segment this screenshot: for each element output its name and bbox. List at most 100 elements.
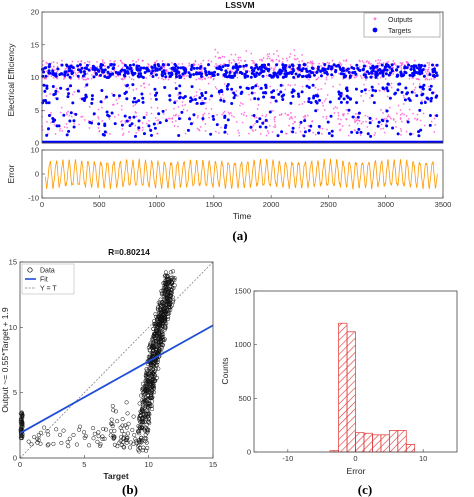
output-point: * (393, 71, 396, 77)
output-point: * (378, 89, 381, 95)
output-point: * (393, 63, 396, 69)
target-point (83, 72, 87, 76)
target-point (431, 91, 435, 95)
output-point: * (228, 62, 231, 68)
output-point: * (253, 62, 256, 68)
target-point (47, 113, 51, 117)
output-point: * (273, 116, 276, 122)
xtick-label: 10 (144, 460, 152, 469)
output-point: * (148, 125, 151, 131)
target-point (204, 90, 208, 94)
output-point: * (421, 88, 424, 94)
data-point (164, 295, 169, 300)
target-point (396, 132, 400, 136)
output-point: * (381, 123, 384, 129)
output-point: * (81, 77, 84, 83)
output-point: * (59, 127, 62, 133)
target-point (382, 68, 386, 72)
data-point (143, 425, 148, 430)
target-point (348, 75, 352, 79)
data-point (153, 312, 158, 317)
output-point: * (208, 113, 211, 119)
target-point (195, 101, 199, 105)
data-point (115, 444, 120, 449)
output-point: * (365, 121, 368, 127)
target-point (228, 71, 232, 75)
target-point (407, 63, 411, 67)
output-point: * (227, 68, 230, 74)
output-point: * (132, 105, 135, 111)
output-point: * (49, 93, 52, 99)
output-point: * (257, 85, 260, 91)
data-point (145, 445, 150, 451)
target-point (103, 68, 107, 72)
panel-b-frame (19, 261, 214, 459)
output-point: * (310, 60, 313, 66)
target-point (385, 109, 389, 113)
outputs-star-icon: * (373, 16, 377, 26)
target-point (418, 85, 422, 89)
output-point: * (428, 62, 431, 68)
output-point: * (365, 79, 368, 85)
target-point (387, 73, 391, 77)
data-point (36, 432, 41, 437)
target-point (316, 67, 320, 71)
target-point (390, 67, 394, 71)
target-point (63, 73, 67, 77)
target-point (255, 71, 259, 75)
output-point: * (324, 83, 327, 89)
output-point: * (232, 67, 235, 73)
data-point (159, 333, 164, 338)
data-point (165, 316, 171, 322)
output-point: * (400, 114, 403, 120)
output-point: * (78, 78, 81, 84)
target-point (361, 68, 365, 72)
data-point (152, 378, 157, 383)
target-point (354, 87, 358, 91)
output-point: * (249, 71, 252, 77)
output-point: * (355, 120, 358, 126)
target-point (141, 96, 145, 100)
target-point (377, 120, 381, 124)
target-point (85, 63, 89, 67)
histogram-bar (397, 430, 407, 453)
target-point (429, 99, 433, 103)
output-point: * (304, 114, 307, 120)
target-point (428, 73, 432, 77)
target-point (319, 74, 323, 78)
data-point (140, 387, 145, 392)
target-point (223, 130, 227, 134)
output-point: * (183, 108, 186, 114)
output-point: * (254, 116, 257, 122)
target-point (237, 65, 241, 69)
output-point: * (412, 133, 415, 139)
output-point: * (425, 69, 428, 75)
output-point: * (309, 62, 312, 68)
target-point (396, 65, 400, 69)
data-point (20, 413, 25, 418)
ytick-label: 1000 (234, 340, 251, 349)
data-point (140, 448, 145, 453)
output-point: * (181, 75, 184, 81)
output-point: * (308, 131, 311, 137)
data-point (139, 440, 144, 445)
data-point (32, 434, 37, 440)
data-point (156, 328, 161, 333)
target-point (400, 90, 404, 94)
output-point: * (367, 115, 370, 121)
output-point: * (295, 58, 298, 64)
target-point (239, 92, 243, 96)
output-point: * (114, 68, 117, 74)
target-point (337, 97, 341, 101)
output-point: * (41, 125, 44, 131)
output-point: * (294, 84, 297, 90)
output-point: * (430, 73, 433, 79)
output-point: * (297, 70, 300, 76)
target-point (201, 101, 205, 105)
target-point (255, 120, 259, 124)
output-point: * (416, 113, 419, 119)
target-point (384, 64, 388, 68)
target-point (103, 130, 107, 134)
target-point (120, 123, 124, 127)
target-point (368, 121, 372, 125)
